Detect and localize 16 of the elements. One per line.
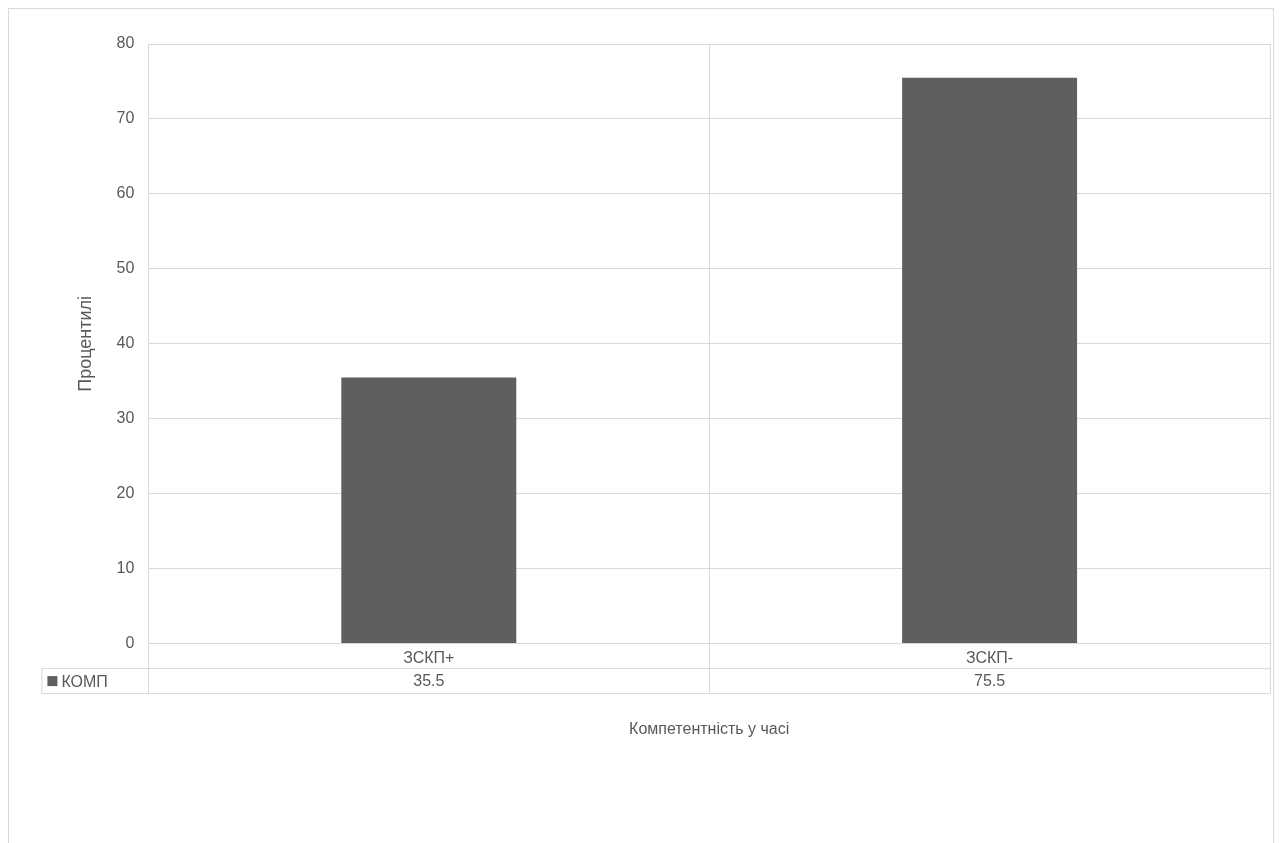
y-tick-label: 10 (116, 559, 135, 577)
legend-label: КОМП (61, 672, 108, 690)
y-tick-label: 30 (116, 409, 135, 427)
y-tick-label: 20 (116, 484, 135, 502)
y-tick-label: 60 (116, 184, 135, 202)
x-axis-title: Компетентність у часі (629, 719, 790, 737)
data-label: 75.5 (974, 671, 1006, 689)
y-tick-label: 70 (116, 109, 135, 127)
x-tick-label: ЗСКП- (966, 648, 1014, 666)
y-tick-label: 80 (116, 34, 135, 52)
y-tick-label: 40 (116, 334, 135, 352)
y-tick-label: 0 (125, 634, 135, 652)
y-tick-label: 50 (116, 259, 135, 277)
data-label: 35.5 (413, 671, 445, 689)
x-tick-label: ЗСКП+ (403, 648, 455, 666)
y-axis-title: Процентилі (74, 295, 95, 392)
